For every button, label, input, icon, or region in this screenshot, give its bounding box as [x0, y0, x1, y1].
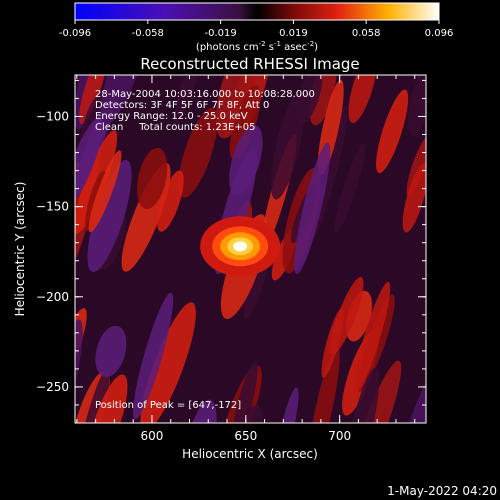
- colorbar-tick-label: -0.019: [204, 28, 236, 39]
- emission-streak: [376, 89, 409, 174]
- emission-streak: [87, 160, 132, 273]
- plot-frame: [74, 74, 427, 424]
- annotation-block: 28-May-2004 10:03:16.000 to 10:08:28.000…: [95, 89, 315, 411]
- colorbar-tick-label: 0.096: [425, 28, 454, 39]
- emission-streak: [229, 125, 263, 196]
- emission-streak: [140, 302, 196, 423]
- emission-streak: [334, 142, 366, 234]
- emission-streak: [137, 147, 168, 210]
- colorbar-tick-label: 0.058: [352, 28, 381, 39]
- emission-streak: [75, 367, 110, 423]
- emission-streak: [348, 360, 402, 423]
- annotation-energy: Energy Range: 12.0 - 25.0 keV: [95, 111, 248, 122]
- colorbar-tick-label: -0.096: [59, 28, 91, 39]
- emission-streak: [133, 292, 174, 420]
- heatmap-image: [44, 75, 466, 423]
- colorbar-tick-label: -0.058: [132, 28, 164, 39]
- emission-streak: [44, 228, 76, 282]
- emission-streak: [353, 281, 391, 393]
- emission-streak: [79, 75, 108, 125]
- emission-streak: [75, 116, 104, 209]
- y-axis-label: Heliocentric Y (arcsec): [13, 182, 27, 317]
- peak-position-label: Position of Peak = [647,-172]: [95, 400, 241, 411]
- y-tick-label: −250: [36, 380, 69, 394]
- emission-streak: [424, 223, 463, 308]
- x-tick-label: 600: [141, 429, 164, 443]
- x-axis-label: Heliocentric X (arcsec): [182, 447, 318, 461]
- emission-streak: [157, 170, 184, 232]
- emission-streak: [230, 360, 258, 423]
- y-tick-label: −200: [36, 290, 69, 304]
- colorbar-ticks: -0.096 -0.058 -0.019 0.019 0.058 0.096: [59, 20, 453, 39]
- emission-streak: [294, 142, 331, 275]
- y-tick-label: −100: [36, 109, 69, 123]
- emission-streak: [95, 325, 127, 378]
- annotation-counts: Clean Total counts: 1.23E+05: [95, 122, 255, 133]
- emission-streak: [88, 150, 122, 233]
- x-tick-label: 650: [234, 429, 257, 443]
- colorbar: [74, 2, 440, 21]
- timestamp: 1-May-2022 04:20: [387, 484, 497, 498]
- emission-streak: [88, 374, 128, 423]
- emission-streak: [99, 75, 154, 128]
- emission-streak: [178, 107, 218, 198]
- emission-streak: [309, 75, 337, 126]
- y-tick-label: −150: [36, 200, 69, 214]
- emission-streak: [173, 75, 211, 127]
- chart-title: Reconstructed RHESSI Image: [140, 55, 359, 73]
- emission-streak: [393, 374, 426, 423]
- emission-streak: [344, 367, 380, 423]
- annotation-detectors: Detectors: 3F 4F 5F 6F 7F 8F, Att 0: [95, 100, 269, 111]
- emission-streak: [424, 263, 466, 345]
- axes: 600 650 700 −100 −150 −200 −250: [36, 75, 426, 443]
- emission-streak: [321, 308, 344, 378]
- emission-streak: [348, 75, 378, 123]
- x-tick-label: 700: [328, 429, 351, 443]
- emission-streak: [215, 75, 257, 139]
- colorbar-tick-label: 0.019: [279, 28, 308, 39]
- emission-streak: [229, 85, 261, 160]
- annotation-time: 28-May-2004 10:03:16.000 to 10:08:28.000: [95, 89, 315, 100]
- colorbar-units: (photons cm-2 s-1 asec-2): [196, 40, 318, 53]
- emission-streak: [308, 346, 340, 423]
- emission-streak: [277, 387, 299, 423]
- peak-source: [233, 241, 248, 252]
- emission-streak: [270, 92, 305, 200]
- emission-streak: [402, 163, 426, 233]
- emission-streak: [407, 75, 426, 137]
